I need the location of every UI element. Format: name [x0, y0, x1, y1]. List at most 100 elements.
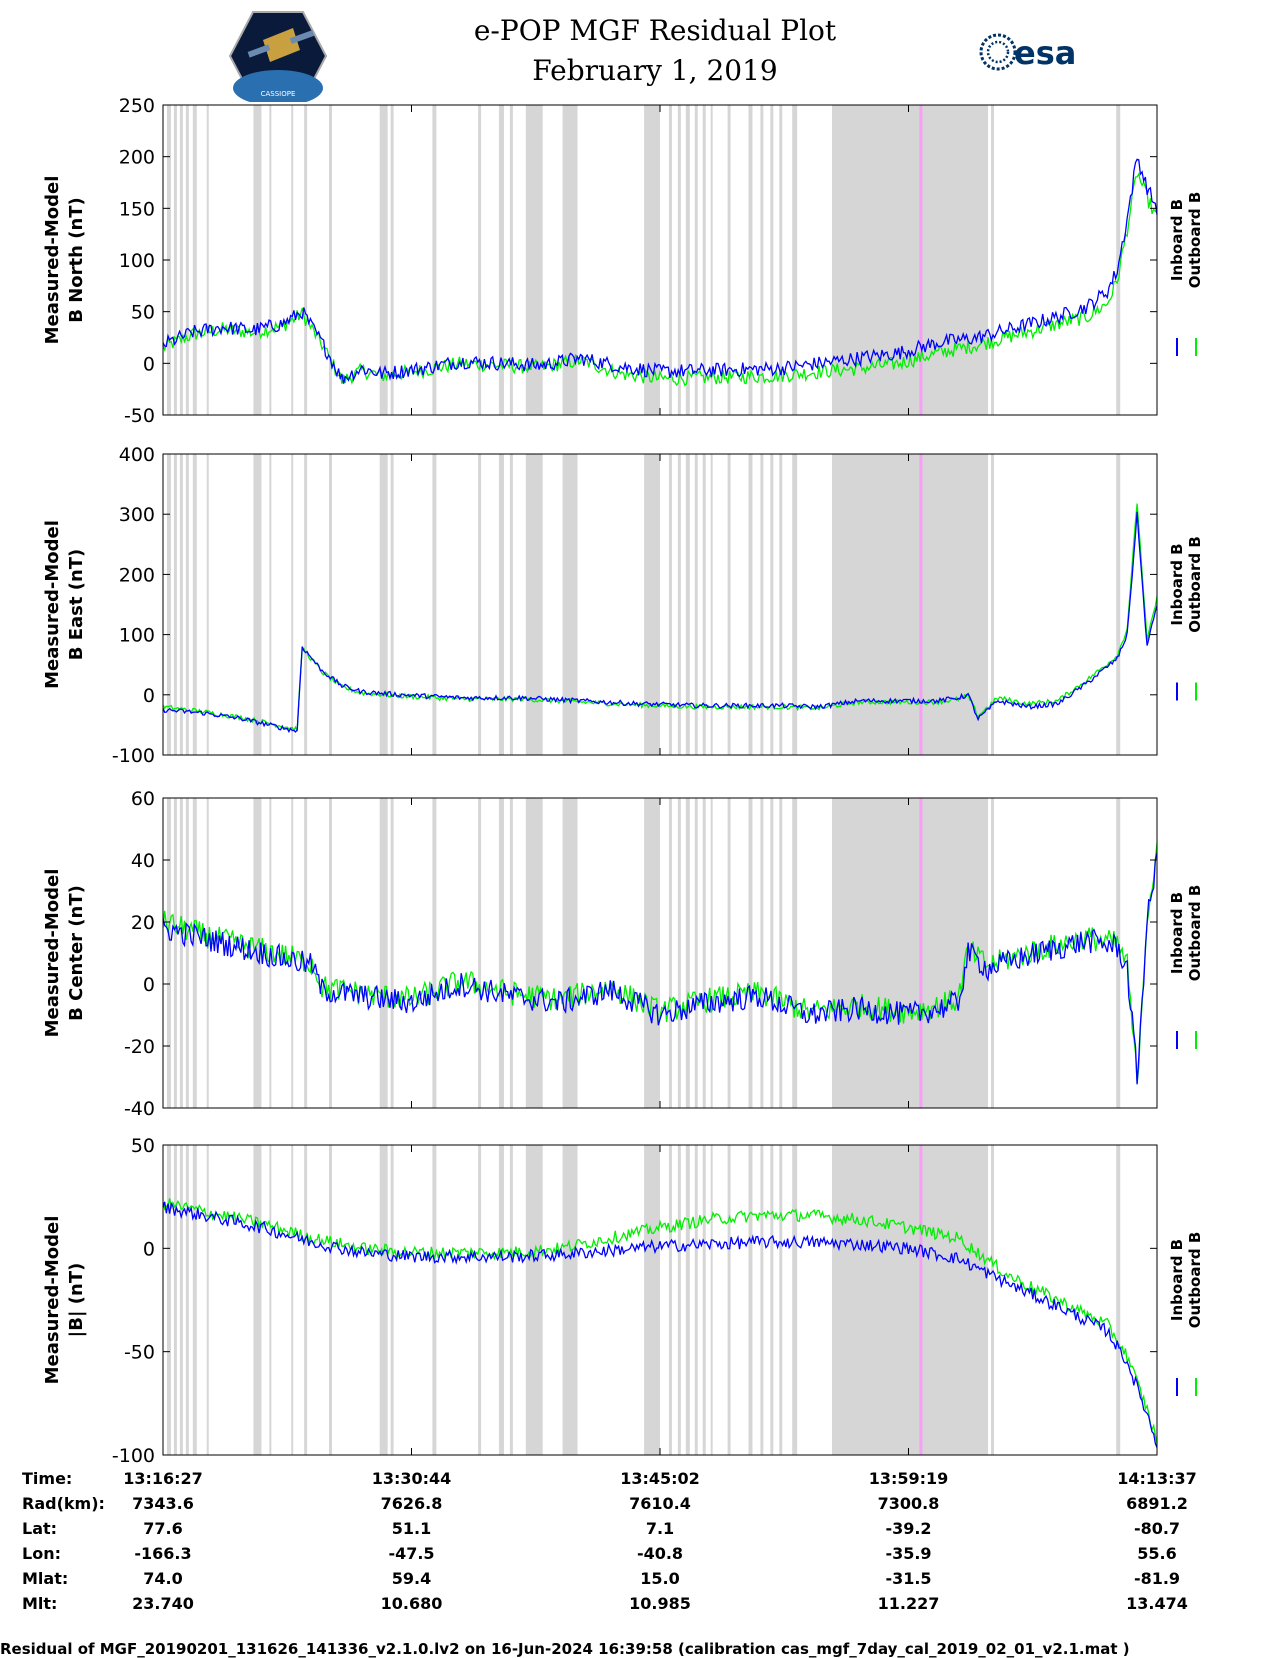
- y-tick-label: 40: [131, 850, 155, 872]
- shaded-interval: [792, 454, 798, 755]
- shaded-interval: [173, 105, 177, 415]
- shaded-interval: [253, 105, 262, 415]
- ephemeris-cell: -47.5: [388, 1544, 434, 1563]
- ephemeris-cell: 7626.8: [381, 1494, 443, 1513]
- shaded-interval: [685, 105, 690, 415]
- shaded-interval: [166, 1145, 171, 1455]
- cassiope-logo: CASSIOPE: [228, 11, 328, 102]
- shaded-interval: [694, 454, 698, 755]
- shaded-interval: [779, 1145, 783, 1455]
- shaded-interval: [831, 454, 989, 755]
- ephemeris-row-label: Mlat:: [22, 1569, 68, 1588]
- y-tick-label: 300: [119, 504, 155, 526]
- shaded-interval: [432, 1145, 437, 1455]
- shaded-interval: [760, 798, 764, 1108]
- ephemeris-cell: 14:13:37: [1117, 1469, 1197, 1488]
- shaded-interval: [668, 454, 672, 755]
- ephemeris-cell: 13.474: [1126, 1594, 1188, 1613]
- shaded-interval: [525, 798, 543, 1108]
- shaded-interval: [192, 454, 197, 755]
- shaded-interval: [206, 105, 209, 415]
- y-axis-label-line2: |B| (nT): [66, 1263, 87, 1338]
- shaded-interval: [644, 1145, 660, 1455]
- shaded-interval: [192, 105, 197, 415]
- cassiope-logo-text: CASSIOPE: [261, 90, 296, 98]
- y-tick-label: 250: [119, 95, 155, 117]
- y-tick-label: 150: [119, 198, 155, 220]
- shaded-interval: [498, 454, 504, 755]
- chart-title: e-POP MGF Residual Plot: [473, 14, 837, 47]
- shaded-interval: [328, 798, 332, 1108]
- ephemeris-cell: 15.0: [640, 1569, 679, 1588]
- legend-outboard-label: Outboard B: [1186, 1232, 1204, 1329]
- y-tick-label: -50: [124, 405, 155, 427]
- series-line-inboard: [162, 511, 1158, 733]
- shaded-interval: [770, 798, 774, 1108]
- shaded-interval: [328, 1145, 332, 1455]
- shaded-interval: [702, 454, 706, 755]
- legend-outboard-label: Outboard B: [1186, 192, 1204, 289]
- ephemeris-cell: 13:45:02: [620, 1469, 700, 1488]
- shaded-interval: [390, 454, 394, 755]
- shaded-interval: [831, 798, 989, 1108]
- shaded-interval: [390, 105, 394, 415]
- shaded-interval: [291, 1145, 294, 1455]
- shaded-interval: [185, 1145, 189, 1455]
- shaded-interval: [525, 1145, 543, 1455]
- shaded-interval: [432, 105, 437, 415]
- shaded-interval: [991, 105, 994, 415]
- shaded-interval: [685, 1145, 690, 1455]
- ephemeris-cell: -166.3: [134, 1544, 191, 1563]
- shaded-interval: [179, 105, 183, 415]
- shaded-interval: [379, 1145, 388, 1455]
- shaded-interval: [478, 105, 482, 415]
- shaded-interval: [478, 1145, 482, 1455]
- shaded-interval: [185, 454, 189, 755]
- legend-inboard-label: Inboard B: [1168, 1239, 1186, 1321]
- shaded-interval: [694, 1145, 698, 1455]
- shaded-interval: [702, 798, 706, 1108]
- y-tick-label: 20: [131, 912, 155, 934]
- shaded-interval: [304, 454, 308, 755]
- shaded-interval: [390, 1145, 394, 1455]
- y-axis-label-line1: Measured-Model: [42, 520, 63, 689]
- event-marker: [919, 105, 923, 415]
- shaded-interval: [379, 454, 388, 755]
- y-axis-label-line2: B East (nT): [66, 549, 87, 661]
- ephemeris-cell: 10.985: [629, 1594, 691, 1613]
- y-tick-label: -100: [112, 745, 155, 767]
- shaded-interval: [498, 798, 504, 1108]
- ephemeris-cell: 59.4: [392, 1569, 431, 1588]
- y-tick-label: 50: [131, 302, 155, 324]
- esa-logo-text: esa: [1014, 34, 1076, 72]
- ephemeris-cell: 7.1: [646, 1519, 674, 1538]
- shaded-interval: [748, 1145, 753, 1455]
- shaded-interval: [668, 798, 672, 1108]
- shaded-interval: [379, 798, 388, 1108]
- shaded-interval: [760, 105, 764, 415]
- shaded-interval: [379, 105, 388, 415]
- shaded-interval: [166, 798, 171, 1108]
- legend-inboard-label: Inboard B: [1168, 199, 1186, 281]
- y-axis-label-line1: Measured-Model: [42, 176, 63, 345]
- esa-logo: esa: [979, 33, 1076, 72]
- ephemeris-cell: 11.227: [878, 1594, 940, 1613]
- shaded-interval: [179, 454, 183, 755]
- shaded-interval: [710, 1145, 713, 1455]
- ephemeris-cell: -40.8: [637, 1544, 683, 1563]
- shaded-interval: [831, 1145, 989, 1455]
- panel-east: -100 0 100 200 300 400 Measured-Model B East (n…: [42, 444, 1204, 767]
- series-line-inboard: [162, 158, 1158, 384]
- shaded-interval: [328, 105, 332, 415]
- y-tick-label: -50: [124, 1342, 155, 1364]
- ephemeris-row-label: Mlt:: [22, 1594, 57, 1613]
- shaded-interval: [179, 798, 183, 1108]
- shaded-interval: [685, 454, 690, 755]
- shaded-interval: [677, 1145, 681, 1455]
- shaded-interval: [328, 454, 332, 755]
- shaded-interval: [727, 798, 731, 1108]
- ephemeris-cell: 7300.8: [878, 1494, 940, 1513]
- event-marker: [919, 454, 923, 755]
- panel-total: -100 -50 0 50 Measured-Model |B| (nT) Inboard …: [42, 1135, 1204, 1467]
